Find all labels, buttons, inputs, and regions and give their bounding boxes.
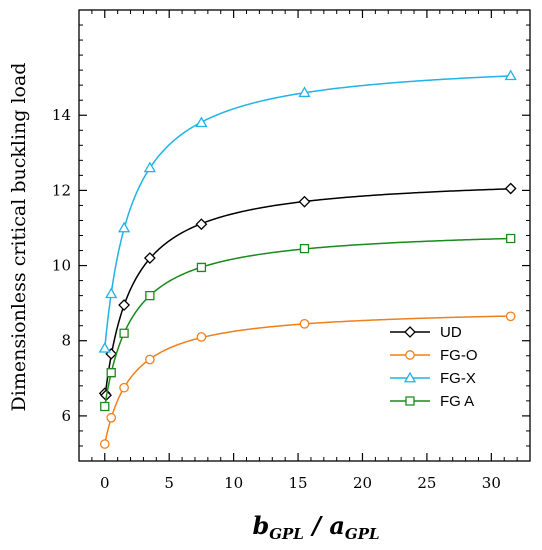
legend-marker (405, 396, 415, 406)
series-ud (98, 182, 517, 402)
data-point (298, 86, 311, 98)
legend: UD FG-O FG-X FG A (390, 324, 478, 410)
x-tick-label: 25 (417, 474, 436, 492)
data-point (106, 368, 116, 378)
data-point (145, 290, 155, 301)
axis-ticks: 0 5 10 15 20 25 30 6 8 10 12 14 (52, 9, 531, 492)
data-point (195, 116, 208, 128)
data-point (143, 161, 156, 173)
series-layer (98, 69, 517, 449)
data-point (504, 182, 517, 195)
x-axis-title: bGPL / aGPL (252, 511, 379, 543)
data-point (117, 221, 131, 233)
data-point (506, 233, 516, 244)
x-axis-title-sep: / (304, 511, 329, 540)
data-point (119, 328, 129, 338)
data-point (145, 354, 155, 365)
x-axis-title-sub2: GPL (345, 525, 380, 543)
legend-item: FG-X (390, 370, 476, 387)
legend-item: FG A (390, 393, 474, 410)
data-point (299, 318, 310, 329)
legend-label: FG-O (440, 347, 478, 364)
x-tick-label: 5 (164, 474, 174, 492)
y-tick-label: 14 (52, 106, 71, 124)
legend-marker (405, 350, 415, 360)
data-point (504, 69, 517, 81)
legend-marker (403, 371, 417, 383)
legend-marker (404, 326, 416, 338)
data-point (298, 195, 311, 208)
y-tick-label: 6 (61, 407, 71, 425)
data-point (106, 412, 117, 423)
series-line (104, 75, 511, 349)
legend-label: FG A (440, 393, 474, 410)
series-fg-o (99, 311, 516, 449)
x-tick-label: 20 (353, 474, 372, 492)
data-point (196, 332, 207, 342)
data-point (195, 218, 208, 231)
data-point (100, 401, 110, 412)
legend-item: UD (390, 324, 462, 341)
series-line (104, 188, 511, 399)
x-tick-label: 30 (482, 474, 501, 492)
y-tick-label: 12 (52, 181, 71, 199)
y-tick-label: 8 (61, 332, 71, 350)
series-fg-x (98, 69, 517, 353)
series-fg-a (100, 233, 516, 412)
series-line (104, 237, 511, 407)
x-axis-title-sub: GPL (269, 525, 304, 543)
legend-label: FG-X (440, 370, 476, 387)
series-line (104, 315, 511, 445)
x-tick-label: 10 (224, 474, 243, 492)
data-point (99, 439, 110, 449)
legend-item: FG-O (390, 347, 478, 364)
data-point (196, 262, 207, 273)
x-tick-label: 15 (289, 474, 308, 492)
data-point (505, 311, 516, 322)
x-axis-title-main: b (252, 511, 269, 540)
x-axis-title-main2: a (329, 511, 345, 540)
data-point (299, 244, 310, 254)
data-point (98, 341, 111, 353)
x-tick-label: 0 (100, 474, 110, 492)
y-axis-title: Dimensionless critical buckling load (8, 63, 30, 412)
legend-label: UD (440, 324, 462, 341)
data-point (143, 252, 156, 264)
data-point (105, 287, 118, 299)
data-point (119, 382, 129, 393)
y-tick-label: 10 (52, 257, 71, 275)
data-point (118, 299, 131, 311)
